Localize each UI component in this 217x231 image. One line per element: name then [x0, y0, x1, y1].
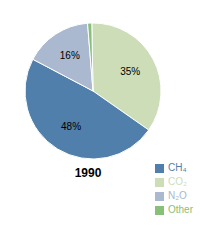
svg-text:35%: 35% [120, 66, 140, 77]
html-text:CH₄: CH₄ [168, 162, 187, 173]
html-text:Other: Other [168, 204, 193, 215]
html-text:CO₂: CO₂ [168, 176, 187, 187]
html-text:1990: 1990 [74, 166, 102, 180]
svg-text:16%: 16% [60, 50, 80, 61]
html-text:N₂O: N₂O [168, 190, 187, 201]
svg-text:48%: 48% [61, 121, 81, 132]
